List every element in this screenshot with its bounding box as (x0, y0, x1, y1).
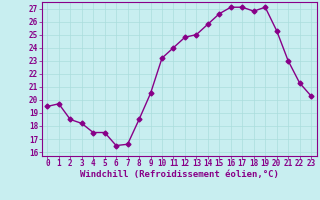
X-axis label: Windchill (Refroidissement éolien,°C): Windchill (Refroidissement éolien,°C) (80, 170, 279, 179)
